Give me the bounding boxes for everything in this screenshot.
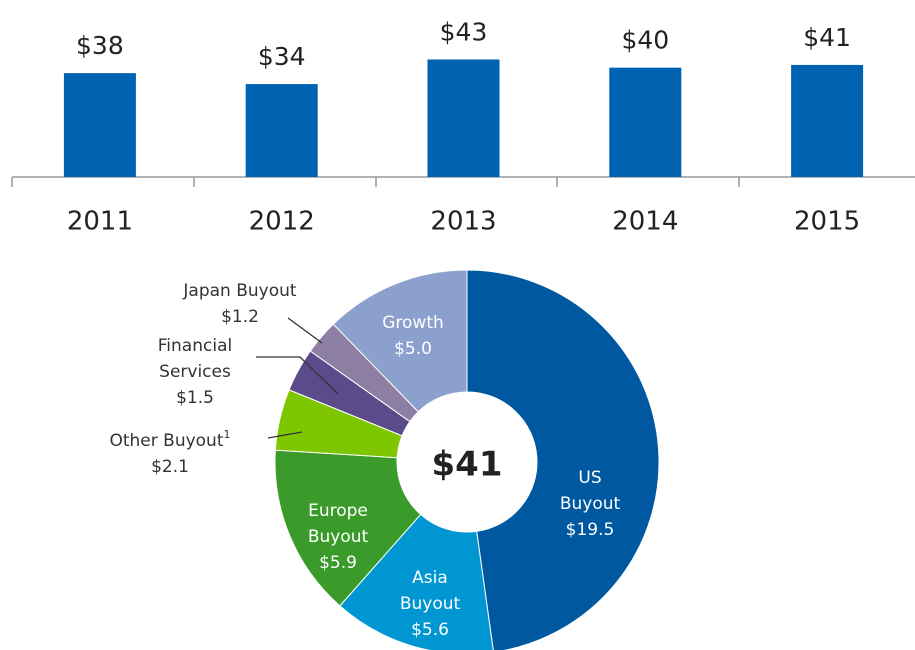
leader-line [267, 431, 303, 439]
slice-label-line: Buyout [308, 527, 369, 547]
slice-label-line: Buyout [400, 594, 461, 614]
slice-label-line: US [578, 468, 601, 488]
center-label: $41 [432, 445, 503, 485]
value-label: $40 [621, 26, 669, 55]
value-label: $38 [76, 31, 124, 60]
x-tick-label: 2012 [249, 207, 315, 237]
slice-value-label: $1.2 [221, 307, 259, 327]
slice-value-label: $5.0 [394, 339, 432, 359]
footnote-mark: 1 [224, 428, 231, 441]
value-label: $43 [440, 17, 488, 46]
slice-label-line: Asia [412, 568, 448, 588]
bar [427, 59, 500, 177]
slice-label-line: Europe [308, 501, 368, 521]
slice-value-label: $1.5 [176, 388, 214, 408]
bar [245, 84, 318, 177]
slice-value-label: $2.1 [151, 457, 189, 477]
slice-label-line: Buyout [560, 494, 621, 514]
slice-label-line: Services [159, 362, 231, 382]
x-tick-label: 2015 [794, 207, 860, 237]
slice-label: US Buyout [560, 468, 621, 514]
leader-line [287, 317, 323, 344]
x-tick-label: 2013 [430, 207, 496, 237]
bar [791, 64, 864, 177]
slice-label-line: Other Buyout [109, 431, 223, 451]
slice-label-line: Japan Buyout [182, 281, 296, 301]
donut-hole [397, 392, 537, 532]
slice-label: Japan Buyout [182, 281, 296, 301]
bar [609, 67, 682, 177]
slice-value-label: $5.6 [411, 620, 449, 640]
slice-label-line: Financial [158, 336, 232, 356]
x-tick-label: 2014 [612, 207, 678, 237]
value-label: $34 [258, 42, 306, 71]
slice-label: Europe Buyout [308, 501, 369, 547]
bar [63, 73, 136, 177]
slice-value-label: $19.5 [566, 520, 615, 540]
donut-slice [339, 513, 494, 650]
slice-label-line: Growth [382, 313, 444, 333]
value-label: $41 [803, 23, 851, 52]
leader-line [256, 356, 339, 395]
slice-label: Growth [382, 313, 444, 333]
slice-label: Other Buyout1 [109, 428, 230, 451]
slice-label: Financial Services [158, 336, 232, 382]
slice-value-label: $5.9 [319, 553, 357, 573]
axis-ticks [11, 177, 740, 187]
x-tick-label: 2011 [67, 207, 133, 237]
slice-label: Asia Buyout [400, 568, 461, 614]
